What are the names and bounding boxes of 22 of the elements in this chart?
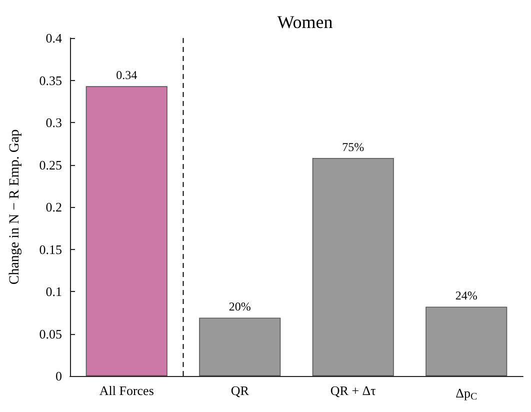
y-axis-title: Change in N − R Emp. Gap	[8, 129, 22, 285]
chart-title: Women	[277, 12, 333, 32]
bar	[312, 158, 394, 376]
bar	[86, 86, 168, 376]
y-tick-label: 0.1	[46, 284, 62, 299]
x-tick-label: QR	[230, 383, 250, 398]
y-tick-label: 0.4	[46, 30, 62, 46]
bar	[426, 306, 508, 376]
annotation: 75%	[342, 140, 364, 154]
y-tick-label: 0.25	[39, 157, 62, 172]
data-label: 0.34	[116, 68, 138, 82]
x-tick-label: All Forces	[99, 383, 154, 398]
x-tick-label: QR + Δτ	[330, 383, 376, 398]
annotation: 24%	[455, 288, 478, 303]
y-tick-label: 0.3	[46, 115, 62, 130]
bar	[199, 318, 281, 376]
y-tick-label: 0.15	[39, 242, 62, 257]
annotation: 20%	[228, 300, 251, 314]
y-tick-label: 0	[56, 368, 62, 384]
y-tick-label: 0.05	[39, 326, 62, 342]
y-tick-label: 0.2	[46, 200, 62, 214]
y-tick-label: 0.35	[39, 72, 62, 88]
